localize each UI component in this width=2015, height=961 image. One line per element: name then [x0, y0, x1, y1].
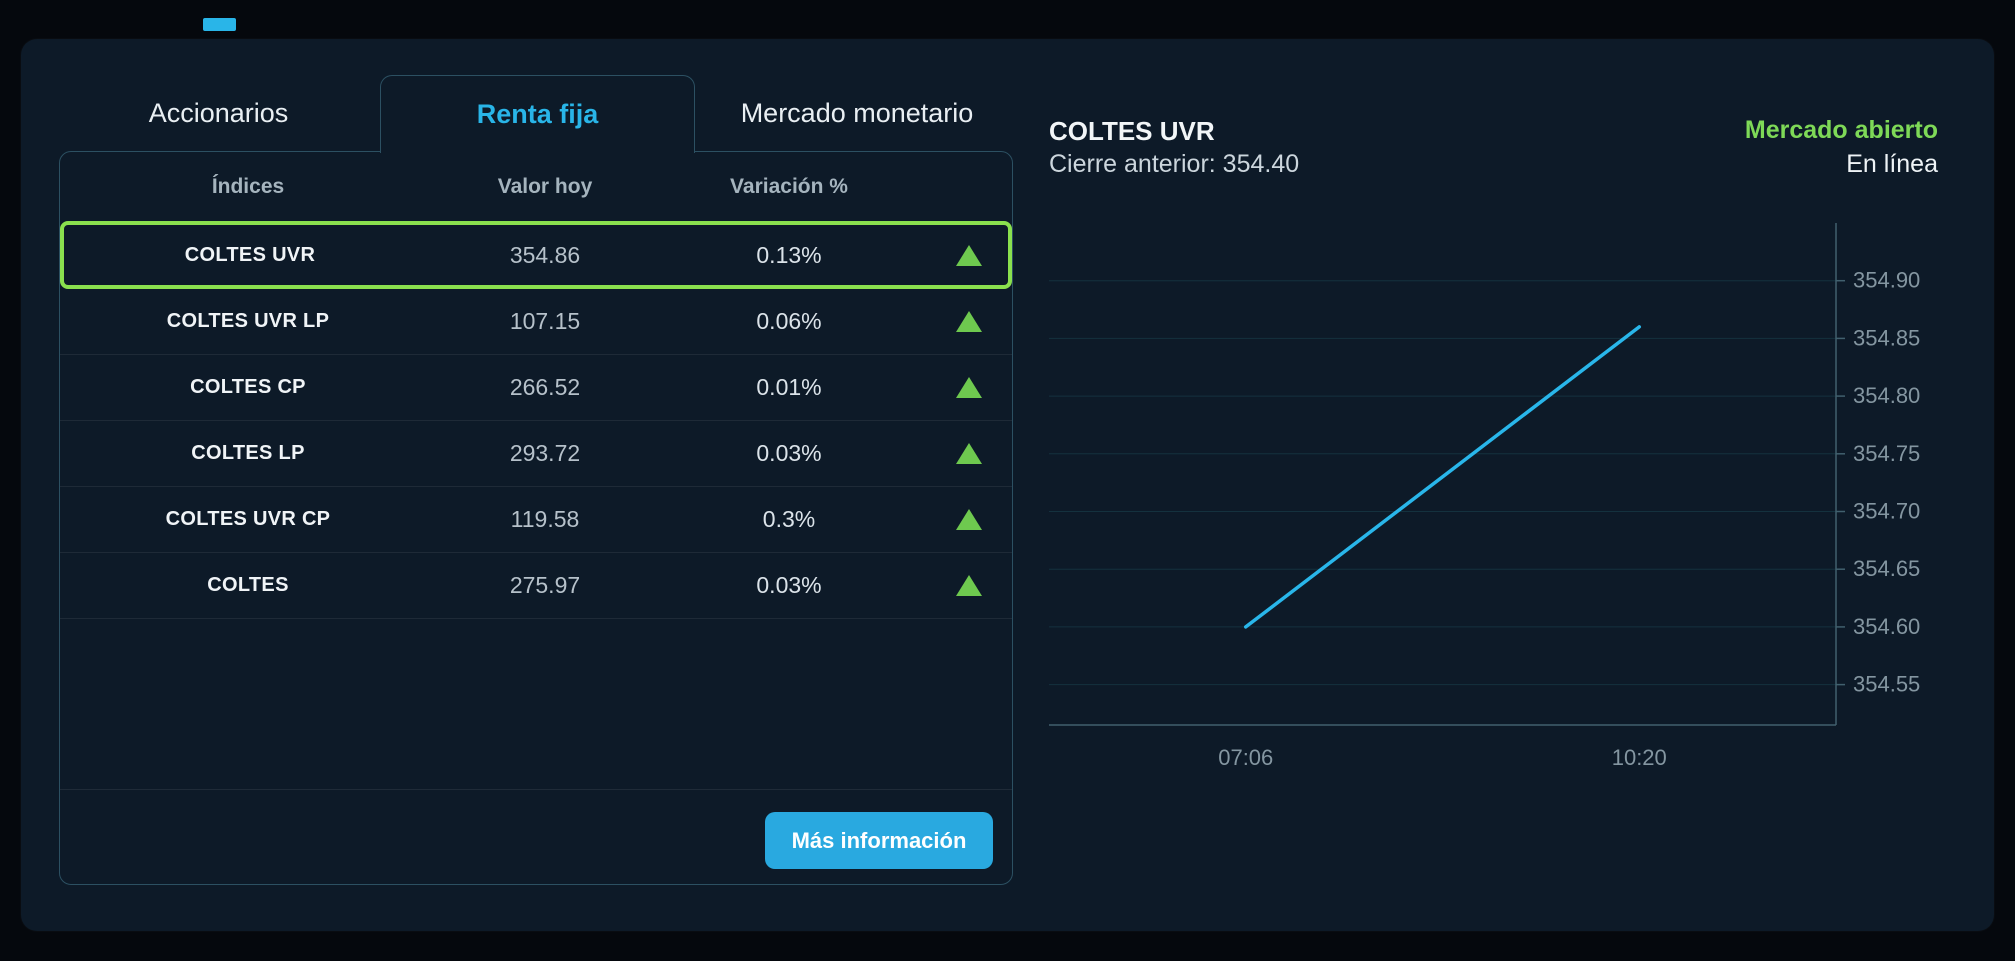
index-variation: 0.06%: [756, 308, 822, 334]
market-card: Accionarios Renta fija Mercado monetario…: [21, 39, 1994, 931]
index-variation: 0.03%: [756, 440, 822, 466]
index-variation: 0.3%: [762, 506, 816, 532]
index-name: COLTES UVR CP: [165, 508, 331, 530]
tab-renta-fija[interactable]: Renta fija: [380, 75, 695, 153]
column-header-valor-hoy: Valor hoy: [497, 174, 593, 198]
trend-up-icon: [924, 575, 1014, 596]
table-row-coltes-cp[interactable]: COLTES CP 266.52 0.01%: [60, 355, 1012, 421]
index-variation: 0.13%: [756, 241, 822, 268]
index-value: 293.72: [509, 440, 581, 466]
index-value: 119.58: [510, 506, 580, 532]
table-row-coltes-uvr-cp[interactable]: COLTES UVR CP 119.58 0.3%: [60, 487, 1012, 553]
svg-text:354.55: 354.55: [1853, 672, 1920, 697]
trend-up-icon: [924, 377, 1014, 398]
index-name: COLTES UVR LP: [166, 310, 330, 332]
quote-symbol: COLTES UVR: [1049, 116, 1215, 146]
tab-label: Renta fija: [476, 99, 599, 129]
market-status-badge: Mercado abierto: [1744, 116, 1938, 144]
trend-up-icon: [924, 311, 1014, 332]
table-row-coltes[interactable]: COLTES 275.97 0.03%: [60, 553, 1012, 619]
tab-label: Accionarios: [148, 97, 289, 128]
previous-close-label: Cierre anterior: 354.40: [1049, 150, 1300, 178]
tab-label: Mercado monetario: [740, 97, 974, 128]
trend-up-icon: [924, 244, 1014, 266]
tab-mercado-monetario[interactable]: Mercado monetario: [734, 75, 980, 151]
trend-up-icon: [924, 443, 1014, 464]
index-name: COLTES LP: [191, 442, 305, 464]
table-row-coltes-uvr-lp[interactable]: COLTES UVR LP 107.15 0.06%: [60, 289, 1012, 355]
svg-text:354.90: 354.90: [1853, 268, 1920, 293]
trend-up-icon: [924, 509, 1014, 530]
index-variation: 0.01%: [756, 374, 822, 400]
svg-text:07:06: 07:06: [1218, 745, 1273, 770]
svg-text:354.60: 354.60: [1853, 614, 1920, 639]
panel-divider: [60, 789, 1012, 790]
indices-panel: Índices Valor hoy Variación % COLTES UVR…: [59, 151, 1013, 885]
more-info-button[interactable]: Más información: [765, 812, 993, 869]
svg-text:354.70: 354.70: [1853, 499, 1920, 524]
price-chart: 354.55 354.60 354.65 354.70 354.75 354.80 354.…: [1049, 223, 1920, 770]
tab-accionarios[interactable]: Accionarios: [111, 75, 326, 151]
index-name: COLTES: [207, 574, 289, 596]
svg-text:354.75: 354.75: [1853, 441, 1920, 466]
connection-status: En línea: [1846, 150, 1938, 178]
index-name: COLTES CP: [190, 376, 306, 398]
table-body: COLTES UVR 354.86 0.13% COLTES UVR LP 10…: [60, 221, 1012, 619]
index-name: COLTES UVR: [184, 243, 316, 266]
index-value: 275.97: [509, 572, 581, 598]
index-variation: 0.03%: [756, 572, 822, 598]
table-row-coltes-lp[interactable]: COLTES LP 293.72 0.03%: [60, 421, 1012, 487]
table-row-coltes-uvr[interactable]: COLTES UVR 354.86 0.13%: [60, 221, 1012, 289]
nav-active-indicator: [203, 18, 236, 31]
svg-text:10:20: 10:20: [1612, 745, 1667, 770]
svg-text:354.85: 354.85: [1853, 325, 1920, 350]
index-value: 266.52: [509, 374, 581, 400]
index-value: 107.15: [509, 308, 581, 334]
column-header-indices: Índices: [211, 174, 285, 198]
index-value: 354.86: [509, 241, 581, 268]
table-header-row: Índices Valor hoy Variación %: [60, 152, 1012, 221]
column-header-variacion: Variación %: [730, 174, 848, 198]
svg-text:354.80: 354.80: [1853, 383, 1920, 408]
svg-text:354.65: 354.65: [1853, 556, 1920, 581]
